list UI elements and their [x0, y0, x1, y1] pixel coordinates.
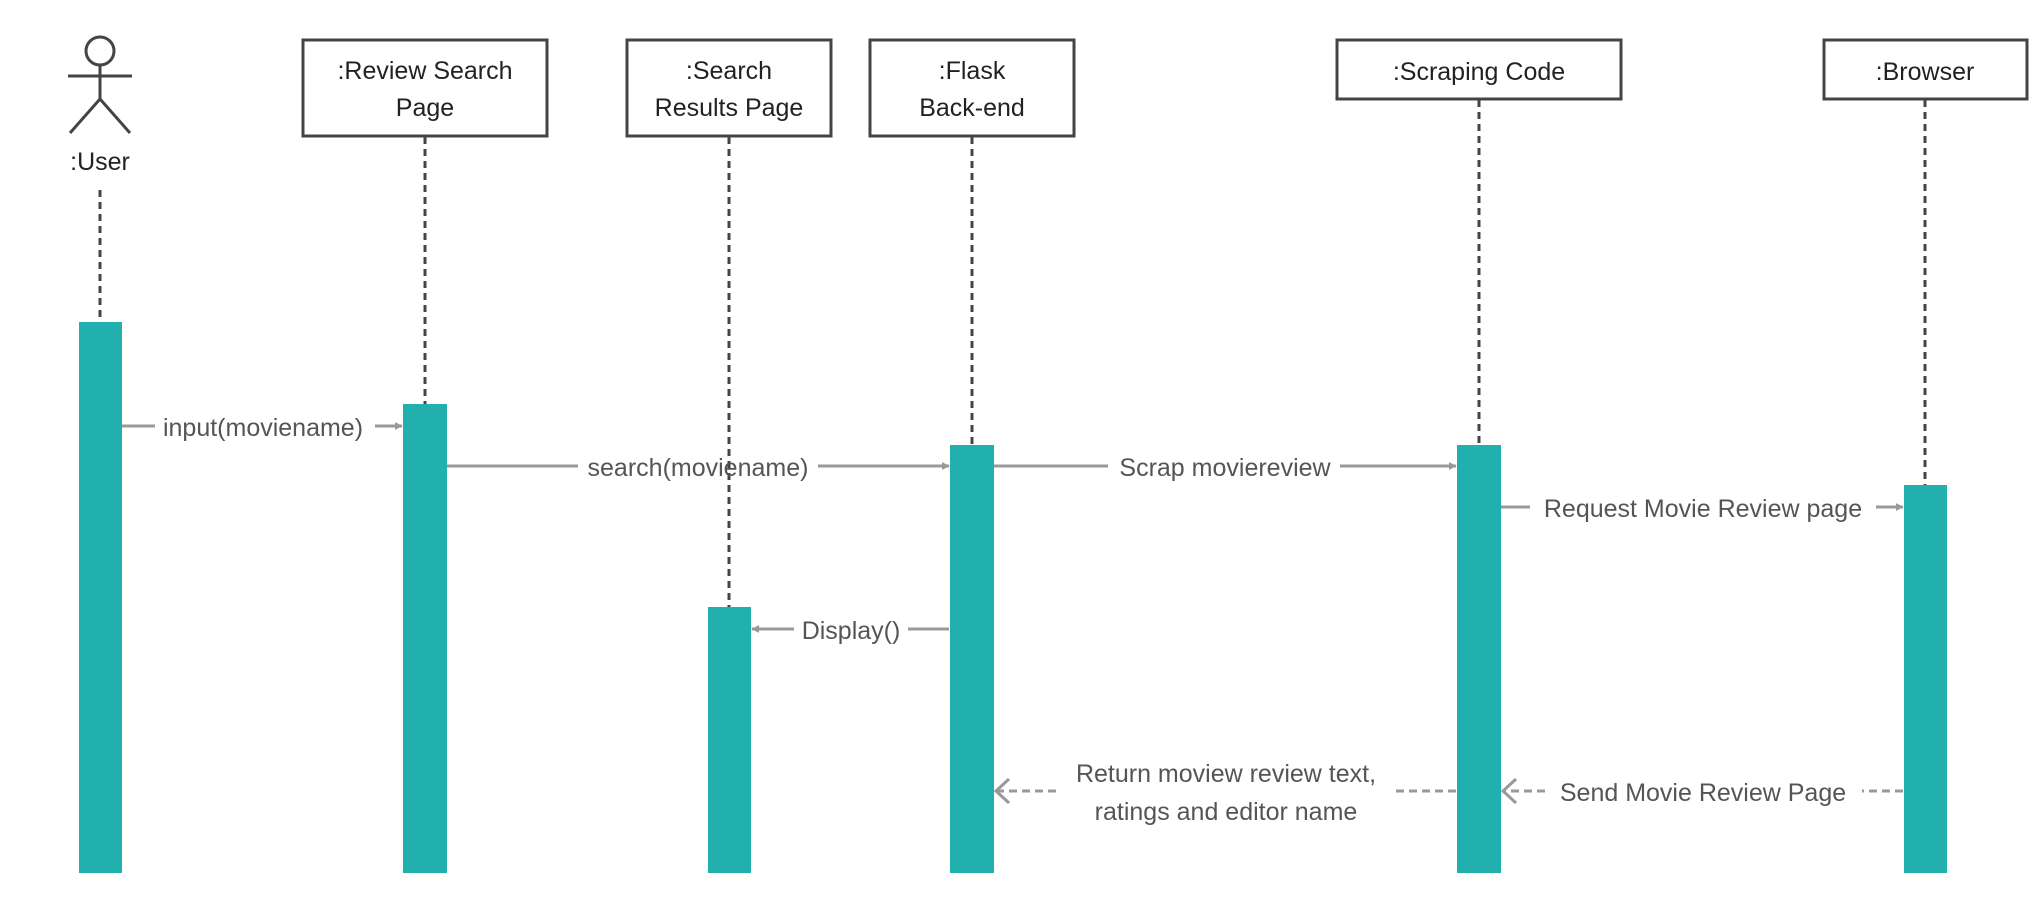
actor-label: :User — [70, 148, 130, 176]
activation-bar-browser — [1904, 485, 1947, 873]
participant-label-line: :Scraping Code — [1393, 58, 1565, 86]
activation-bar-search-results-page — [708, 607, 751, 873]
participant-review-search-page: :Review Search Page — [301, 38, 549, 138]
participant-label-line: :Flask — [939, 57, 1006, 85]
activation-bar-flask-back-end — [950, 445, 994, 873]
message-search: search(moviename) — [447, 454, 950, 482]
message-label: Display() — [802, 617, 901, 645]
participant-box — [625, 38, 833, 138]
message-label: ratings and editor name — [1095, 798, 1358, 826]
activation-bar-review-search-page — [403, 404, 447, 873]
message-scrap: Scrap moviereview — [994, 454, 1457, 482]
message-label: Scrap moviereview — [1119, 454, 1331, 482]
message-send: Send Movie Review Page — [1500, 777, 1903, 807]
message-label: Return moview review text, — [1076, 760, 1376, 788]
lifelines — [98, 100, 1927, 607]
actor-leg-right — [98, 98, 132, 134]
message-label: Request Movie Review page — [1544, 495, 1862, 523]
message-label: input(moviename) — [163, 414, 363, 442]
participant-label-line: Back-end — [919, 94, 1025, 122]
participant-scraping-code: :Scraping Code — [1335, 38, 1623, 101]
participant-search-results-page: :Search Results Page — [625, 38, 833, 138]
activation-bar-scraping-code — [1457, 445, 1501, 873]
participant-label-line: Page — [396, 94, 454, 122]
message-request: Request Movie Review page — [1501, 495, 1904, 523]
actor-head — [84, 35, 116, 67]
activation-bars — [79, 322, 1947, 873]
message-input: input(moviename) — [122, 414, 403, 442]
participant-flask-back-end: :Flask Back-end — [868, 38, 1076, 138]
participant-label-line: Results Page — [655, 94, 804, 122]
participant-box — [1335, 38, 1623, 101]
participant-box — [301, 38, 549, 138]
message-return: Return moview review text, ratings and e… — [993, 760, 1456, 826]
participant-label-line: :Browser — [1876, 58, 1975, 86]
return-arrowhead — [1500, 777, 1518, 805]
actor-leg-left — [68, 98, 102, 134]
message-display: Display() — [751, 617, 949, 645]
activation-bar-user — [79, 322, 122, 873]
message-label: Send Movie Review Page — [1560, 779, 1846, 807]
message-label: search(moviename) — [588, 454, 809, 482]
actor-user: :User — [68, 35, 132, 176]
participant-label-line: :Review Search — [337, 57, 512, 85]
return-arrowhead — [993, 777, 1011, 805]
participant-box — [868, 38, 1076, 138]
participant-label-line: :Search — [686, 57, 772, 85]
participant-box — [1822, 38, 2029, 101]
participant-browser: :Browser — [1822, 38, 2029, 101]
